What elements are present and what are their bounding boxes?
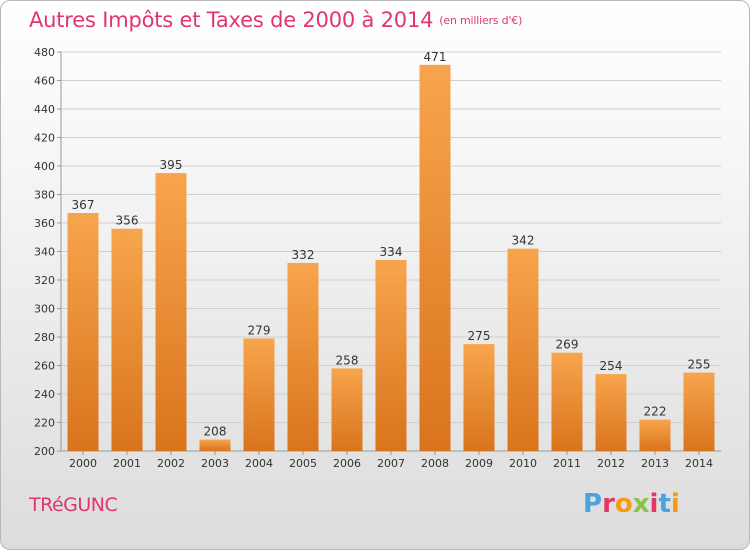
y-tick-label: 220 — [34, 417, 55, 430]
chart-title-text: Autres Impôts et Taxes de 2000 à 2014 — [29, 8, 434, 32]
y-tick-label: 200 — [34, 445, 55, 458]
x-tick-label: 2007 — [377, 457, 405, 470]
x-tick-labels: 2000 2001 2002 2003 2004 2005 2006 2007 2008 2009… — [69, 457, 713, 470]
y-tick-label: 420 — [34, 132, 55, 145]
x-tick-label: 2014 — [685, 457, 713, 470]
x-tick-label: 2004 — [245, 457, 273, 470]
x-tick-label: 2009 — [465, 457, 493, 470]
bar-2002 — [155, 173, 187, 451]
x-tick-label: 2005 — [289, 457, 317, 470]
bar-2007 — [375, 260, 407, 451]
y-tick-label: 340 — [34, 246, 55, 259]
data-label: 342 — [512, 234, 535, 248]
y-tick-label: 360 — [34, 217, 55, 230]
brand-logo-letter: P — [583, 489, 603, 519]
bar-2013 — [639, 419, 671, 451]
data-label: 258 — [336, 353, 359, 367]
x-tick-label: 2001 — [113, 457, 141, 470]
data-label: 279 — [248, 323, 271, 337]
y-tick-label: 440 — [34, 103, 55, 116]
bar-2014 — [683, 372, 715, 451]
y-tick-label: 280 — [34, 331, 55, 344]
y-tick-label: 480 — [34, 46, 55, 59]
data-labels: 367 356 395 208 279 332 258 334 471 275 342 269 254 2… — [72, 50, 711, 439]
data-label: 471 — [424, 50, 447, 64]
y-tick-label: 400 — [34, 160, 55, 173]
bar-2008 — [419, 64, 451, 452]
bar-2010 — [507, 248, 539, 451]
y-tick-labels: 200 220 240 260 280 300 320 340 360 380 400 420 440 4… — [34, 46, 55, 458]
bars — [67, 64, 715, 452]
bar-2011 — [551, 352, 583, 451]
x-tick-label: 2003 — [201, 457, 229, 470]
brand-logo-letter: i — [670, 489, 680, 519]
data-label: 334 — [380, 245, 403, 259]
bar-2001 — [111, 228, 143, 451]
data-label: 208 — [204, 425, 227, 439]
y-tick-label: 260 — [34, 360, 55, 373]
bar-2000 — [67, 213, 99, 451]
x-tick-label: 2010 — [509, 457, 537, 470]
y-tick-label: 240 — [34, 388, 55, 401]
bar-2004 — [243, 338, 275, 451]
x-tick-label: 2002 — [157, 457, 185, 470]
data-label: 356 — [116, 214, 139, 228]
data-label: 254 — [600, 359, 623, 373]
chart-title: Autres Impôts et Taxes de 2000 à 2014 (en… — [29, 8, 522, 32]
bar-2003 — [199, 439, 231, 451]
data-label: 269 — [556, 338, 579, 352]
place-name: TRéGUNC — [29, 494, 118, 516]
bar-2005 — [287, 262, 319, 451]
bar-2009 — [463, 344, 495, 451]
data-label: 255 — [688, 358, 711, 372]
brand-logo-letter: t — [658, 489, 671, 519]
y-tick-label: 460 — [34, 75, 55, 88]
y-tick-label: 300 — [34, 303, 55, 316]
brand-logo-letter: x — [632, 489, 650, 519]
bar-2012 — [595, 374, 627, 451]
y-tick-label: 320 — [34, 274, 55, 287]
x-tick-label: 2000 — [69, 457, 97, 470]
x-tick-label: 2012 — [597, 457, 625, 470]
x-tick-label: 2008 — [421, 457, 449, 470]
chart-subtitle: (en milliers d'€) — [439, 14, 523, 27]
bar-2006 — [331, 368, 363, 451]
brand-logo-letter: o — [614, 489, 633, 519]
y-tick-label: 380 — [34, 189, 55, 202]
brand-logo[interactable]: Proxiti — [583, 489, 680, 519]
brand-logo-letter: r — [602, 489, 615, 519]
data-label: 395 — [160, 158, 183, 172]
data-label: 222 — [644, 405, 667, 419]
data-label: 367 — [72, 198, 95, 212]
data-label: 275 — [468, 329, 491, 343]
brand-logo-letter: i — [649, 489, 659, 519]
x-tick-label: 2013 — [641, 457, 669, 470]
data-label: 332 — [292, 248, 315, 262]
x-tick-label: 2006 — [333, 457, 361, 470]
x-tick-label: 2011 — [553, 457, 581, 470]
